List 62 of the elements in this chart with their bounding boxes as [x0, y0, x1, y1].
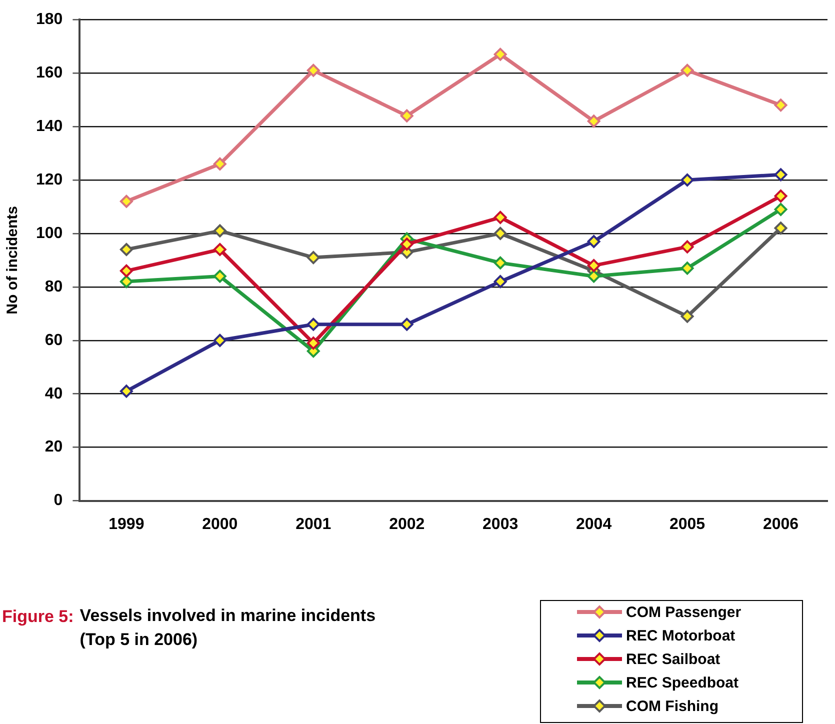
y-tick-label: 40 [44, 385, 63, 402]
text: Vessels involved in marine incidents (Top 5 in 2006) [80, 605, 376, 651]
legend-label: REC Sailboat [626, 651, 720, 668]
point [680, 262, 694, 275]
y-tick-label: 120 [36, 171, 63, 188]
point [680, 64, 694, 77]
y-tick-label: 20 [44, 438, 63, 456]
point [587, 114, 600, 128]
y-tick-label: 100 [36, 224, 63, 242]
legend-label: REC Motorboat [626, 628, 736, 645]
legend-label: REC Speedboat [626, 674, 739, 692]
legend-label: COM Passenger [626, 604, 742, 622]
point [213, 243, 226, 256]
point [494, 48, 507, 61]
point [306, 251, 320, 264]
y-tick-label: 160 [36, 64, 63, 82]
x-tick-label: 2004 [576, 516, 612, 533]
point [774, 202, 788, 216]
point [680, 174, 694, 186]
x-tick-label: 2005 [669, 516, 706, 533]
x-tick-label: 2001 [296, 516, 332, 533]
point [213, 334, 226, 347]
point [120, 384, 133, 398]
point [774, 168, 788, 182]
point [680, 310, 694, 323]
point [680, 240, 694, 254]
point [213, 270, 226, 283]
x-tick-label: 2002 [389, 516, 425, 533]
point [120, 275, 133, 288]
y-tick-label: 0 [54, 492, 63, 510]
y-tick-label: 180 [36, 11, 63, 28]
text: Figure 5: [2, 607, 74, 628]
point [400, 109, 414, 122]
point [120, 194, 133, 208]
point [494, 210, 507, 224]
point [587, 270, 600, 283]
point [400, 238, 414, 251]
y-tick-label: 80 [44, 278, 63, 296]
x-tick-label: 2000 [202, 516, 238, 533]
x-tick-label: 2003 [482, 516, 518, 533]
point [774, 98, 788, 112]
legend-label: COM Fishing [626, 698, 718, 716]
x-tick-label: 1999 [108, 516, 144, 533]
point [494, 226, 507, 240]
point [774, 222, 788, 235]
point [774, 190, 788, 203]
y-tick-label: 60 [44, 332, 63, 349]
point [306, 336, 320, 350]
point [213, 224, 226, 238]
point [587, 234, 600, 248]
point [306, 318, 320, 331]
point [306, 64, 320, 77]
point [120, 243, 133, 256]
point [400, 318, 414, 331]
point [494, 256, 507, 270]
point [120, 264, 133, 278]
y-tick-label: 140 [36, 118, 63, 135]
point [587, 259, 600, 272]
y-axis-title: No of incidents [4, 206, 22, 314]
point [213, 157, 226, 170]
point [494, 275, 507, 288]
x-tick-label: 2006 [762, 516, 799, 533]
